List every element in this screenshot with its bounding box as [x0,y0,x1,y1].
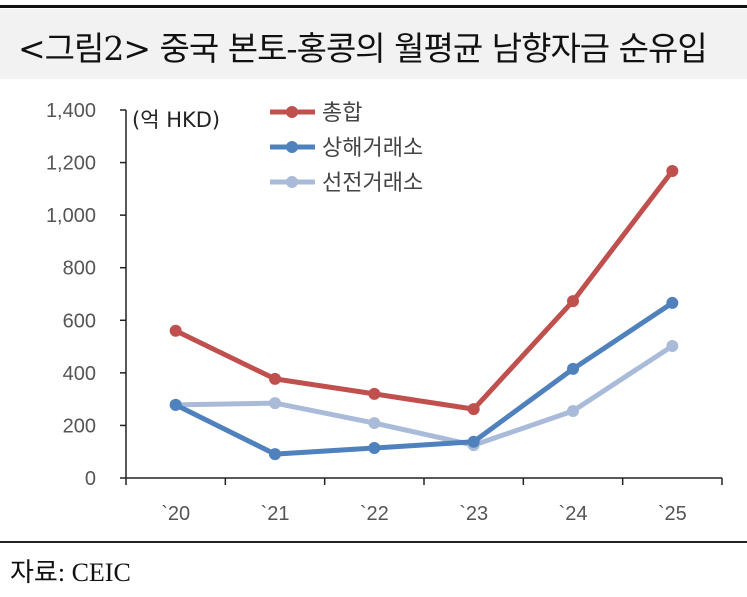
legend-label: 상해거래소 [322,136,423,161]
top-rule [0,5,747,8]
data-point [269,448,281,461]
data-point [467,435,480,448]
legend-marker [286,176,298,188]
data-point [567,404,579,417]
data-point [666,164,679,177]
x-tick-label: `22 [360,503,389,525]
data-point [567,295,579,308]
legend-marker [286,141,298,153]
y-tick-label: 600 [63,310,96,332]
x-tick-label: `24 [559,503,588,525]
data-point [666,340,679,353]
legend-label: 총합 [322,101,362,126]
series-line [174,300,674,457]
y-tick-label: 1,200 [46,153,96,175]
y-tick-label: 0 [85,468,96,490]
y-tick-label: 400 [63,363,96,385]
x-tick-label: `21 [261,503,290,525]
data-point [368,417,381,430]
data-point [169,398,182,411]
y-tick-label: 1,400 [46,100,96,122]
x-tick-label: `23 [459,503,488,525]
series-line [174,169,675,412]
source-note: 자료: CEIC [10,558,131,587]
y-tick-label: 200 [63,415,96,437]
data-point [666,296,679,309]
unit-label: (억 HKD) [132,108,220,132]
legend-marker [286,106,298,118]
data-point [368,387,381,400]
title-bar [0,9,747,79]
bottom-rule [0,541,747,543]
data-point [467,403,480,416]
y-tick-label: 1,000 [46,205,96,227]
figure-title: <그림2> 중국 본토-홍콩의 월평균 남향자금 순유입 [18,29,708,68]
data-point [368,442,381,455]
series-line [175,343,674,448]
data-point [269,372,281,385]
data-point [269,397,281,410]
y-tick-label: 800 [63,258,96,280]
x-tick-label: `25 [658,503,687,525]
data-point [567,362,579,375]
data-point [169,324,182,337]
x-tick-label: `20 [161,503,190,525]
legend-label: 선전거래소 [322,171,423,196]
